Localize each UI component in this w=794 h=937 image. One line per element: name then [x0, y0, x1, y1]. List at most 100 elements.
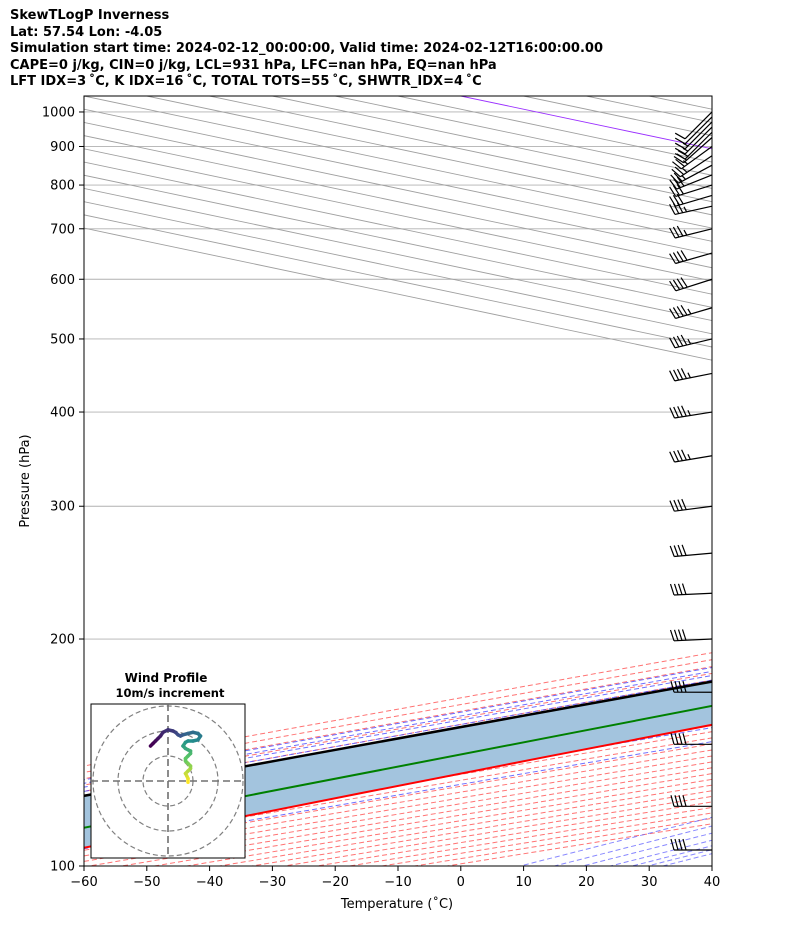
isotherm--60 [84, 96, 712, 229]
wind-barb [669, 449, 713, 463]
barb-half-flag [687, 372, 691, 379]
barb-flag [677, 150, 689, 157]
barb-flag [673, 155, 684, 164]
barb-flag [672, 279, 681, 290]
barb-flag [676, 153, 687, 161]
barb-flag [673, 629, 679, 641]
wind-barb [670, 681, 713, 693]
hodograph-segment [148, 741, 155, 748]
y-tick-label: 900 [50, 140, 75, 155]
wind-barb [670, 838, 713, 851]
location-line: Lat: 57.54 Lon: -4.05 [10, 24, 163, 40]
barb-flag [676, 184, 684, 195]
barb-flag [681, 498, 687, 510]
x-tick-label: 30 [641, 875, 658, 890]
barb-flag [673, 450, 680, 462]
barb-half-flag [682, 147, 689, 152]
wind-barb [669, 277, 713, 292]
time-line: Simulation start time: 2024-02-12_00:00:… [10, 41, 603, 57]
x-axis-label: Temperature (˚C) [340, 896, 453, 912]
barb-flag [677, 406, 683, 418]
wind-barb [669, 184, 713, 197]
barb-shaft [675, 252, 713, 265]
barb-flag [677, 450, 683, 461]
barb-flag [673, 583, 679, 595]
barb-flag [681, 583, 687, 595]
barb-flag [674, 838, 679, 851]
indices-line: LFT IDX=3 ˚C, K IDX=16 ˚C, TOTAL TOTS=55… [10, 74, 482, 90]
barb-flag [681, 405, 687, 417]
isotherm--70 [84, 108, 712, 242]
wind-barb [669, 405, 713, 419]
barb-flag [678, 838, 683, 851]
isotherm--80 [84, 121, 712, 255]
wind-barb [673, 137, 713, 164]
barb-flag [676, 251, 684, 262]
barb-shaft [674, 505, 713, 512]
barb-flag [676, 202, 684, 213]
barb-flag [680, 368, 688, 379]
barb-flag [674, 166, 685, 176]
barb-flag [678, 795, 683, 807]
barb-flag [672, 185, 681, 196]
barb-flag [672, 203, 680, 214]
isotherm--130 [84, 188, 712, 322]
barb-flag [673, 178, 681, 188]
wind-barb [669, 498, 713, 512]
barb-flag [676, 335, 684, 347]
x-tick-label: 10 [515, 875, 532, 890]
barb-flag [672, 336, 680, 348]
barb-flag [670, 733, 675, 745]
y-tick-label: 1000 [42, 105, 75, 120]
barb-half-flag [682, 168, 688, 173]
barb-half-flag [687, 453, 691, 460]
barb-flag [672, 226, 680, 238]
wind-barb [669, 304, 713, 319]
barb-flag [676, 176, 685, 187]
axes: −60 −50 −40 −30 −20 −10 0 10 20 30 40 100 200 300 400 5… [42, 105, 720, 890]
wind-barb [669, 544, 713, 558]
wind-barb [669, 368, 713, 382]
wind-barb [669, 225, 713, 239]
barb-shaft [684, 126, 713, 155]
barb-flag [673, 369, 680, 381]
wind-barb [669, 334, 713, 349]
barb-shaft [684, 116, 713, 145]
wind-barbs [669, 111, 713, 851]
y-tick-label: 700 [50, 222, 75, 237]
barb-flag [681, 629, 687, 641]
mixing-ratio-line [647, 849, 712, 866]
barb-shaft [675, 278, 713, 292]
barb-shaft [676, 174, 713, 190]
barb-flag [673, 545, 679, 557]
barb-flag [669, 280, 677, 292]
barb-flag [669, 204, 676, 215]
barb-flag [676, 306, 684, 317]
barb-flag [682, 838, 687, 851]
barb-flag [670, 838, 675, 851]
wind-barb [674, 111, 713, 140]
isotherm--110 [84, 161, 712, 295]
barb-flag [676, 368, 684, 380]
barb-flag [669, 179, 678, 190]
barb-flag [680, 304, 688, 316]
barb-flag [674, 681, 679, 693]
barb-flag [670, 681, 675, 693]
barb-flag [674, 132, 686, 140]
barb-shaft [673, 638, 713, 642]
x-tick-label: 0 [457, 875, 465, 890]
barb-shaft [674, 372, 713, 382]
barb-shaft [674, 228, 713, 239]
barb-flag [669, 545, 675, 557]
barb-shaft [674, 552, 713, 558]
wind-barb [669, 250, 713, 265]
barb-flag [682, 733, 687, 745]
barb-flag [669, 451, 676, 463]
barb-shaft [674, 455, 713, 463]
isotherm--140 [84, 201, 712, 335]
x-tick-label: 20 [578, 875, 595, 890]
barb-flag [674, 795, 679, 807]
y-axis-label: Pressure (hPa) [18, 434, 33, 527]
barb-flag [681, 544, 687, 556]
barb-flag [669, 253, 677, 264]
